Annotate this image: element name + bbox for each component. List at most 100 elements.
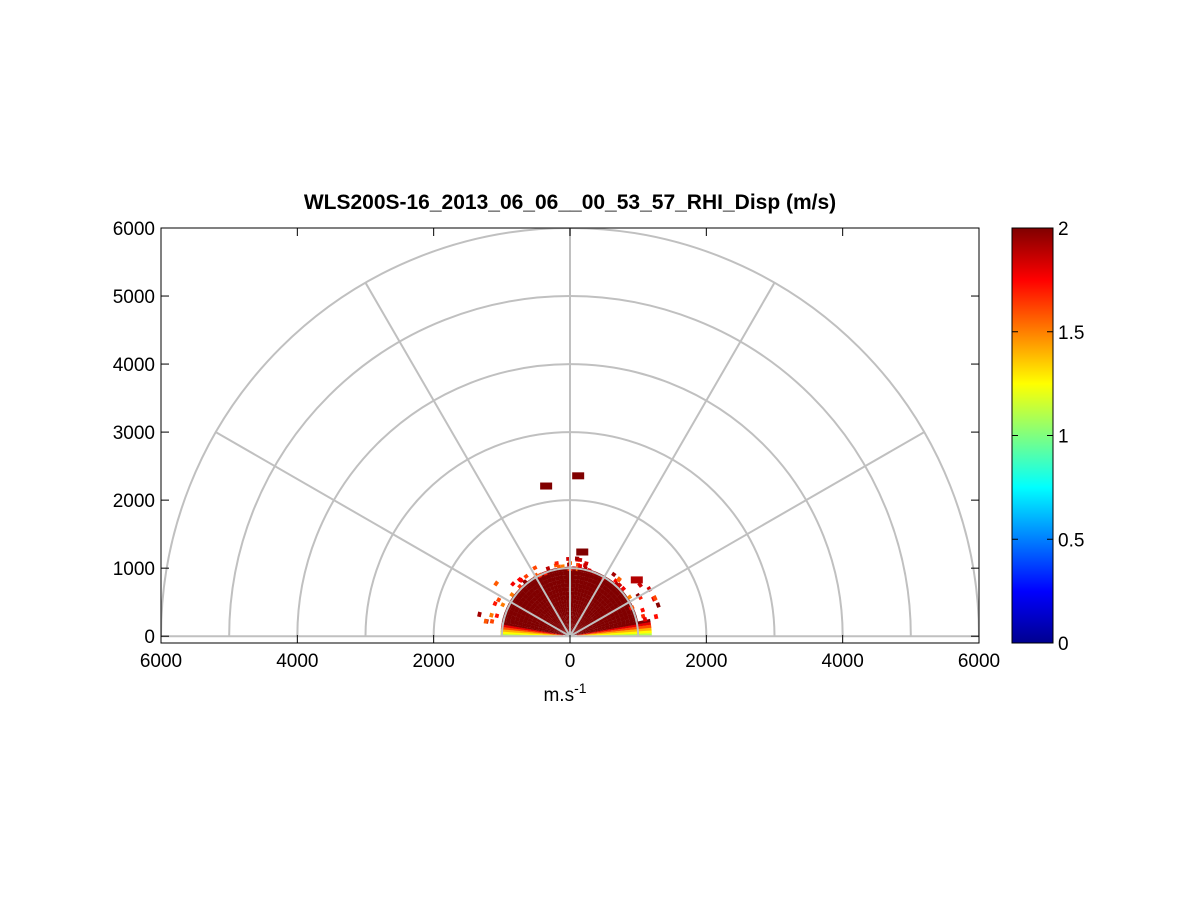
scan-cell	[592, 598, 598, 604]
scan-cell	[526, 620, 532, 626]
x-axis-ticks: 6000 4000 2000 0 2000 4000 6000	[140, 651, 1000, 672]
scan-cell	[531, 609, 537, 615]
scan-cell	[582, 563, 588, 568]
scan-cell	[627, 594, 633, 600]
scan-cell	[510, 615, 517, 621]
scan-cell	[609, 623, 615, 628]
scan-cell	[587, 577, 593, 584]
scan-cell	[562, 607, 566, 613]
y-tick-label: 6000	[113, 219, 155, 240]
scan-cell	[611, 571, 617, 578]
scan-cell	[554, 629, 559, 632]
scan-cell	[584, 619, 589, 624]
scan-cell	[581, 615, 586, 621]
scan-cell	[539, 622, 544, 627]
scan-cell	[556, 564, 561, 569]
scan-cell	[547, 616, 553, 621]
scan-cell	[537, 627, 543, 631]
scan-cell	[577, 591, 581, 597]
scan-cell	[608, 596, 614, 603]
scan-cell	[576, 595, 580, 601]
scan-cell	[493, 580, 500, 587]
scan-cell	[592, 603, 598, 609]
scan-cell	[539, 600, 545, 606]
scan-cell	[510, 581, 516, 587]
scan-cell	[554, 561, 559, 566]
colorbar-ticks: 0 0.5 1 1.5 2	[1012, 219, 1084, 655]
scan-cell	[553, 584, 559, 590]
scan-cell	[546, 617, 552, 622]
scan-cell	[553, 571, 560, 577]
scan-cell	[525, 596, 532, 603]
scan-cell	[576, 617, 579, 622]
scan-cell	[583, 617, 588, 622]
scan-cell	[565, 616, 568, 621]
scan-cell	[578, 563, 583, 569]
scan-cell	[506, 613, 513, 620]
scan-cell	[532, 602, 538, 608]
scan-cell	[555, 620, 560, 625]
scan-cell	[581, 631, 587, 634]
scan-cell	[575, 627, 580, 631]
scan-cell	[577, 557, 583, 562]
scan-cell	[605, 593, 612, 600]
scan-cell	[626, 609, 632, 616]
scan-cell	[582, 602, 587, 607]
scan-cell	[577, 631, 582, 634]
scan-cell	[598, 618, 604, 623]
scan-cell	[541, 628, 547, 632]
scan-cell	[595, 595, 601, 601]
x-tick-label: 6000	[958, 651, 1000, 672]
scan-cell	[571, 591, 575, 596]
scan-cell	[574, 591, 578, 596]
scan-cell	[576, 628, 580, 632]
y-tick-label: 0	[144, 627, 155, 648]
scan-cell	[584, 626, 589, 630]
scan-cell	[560, 583, 565, 588]
scan-cell	[566, 603, 569, 608]
scan-cell	[532, 565, 538, 571]
scan-cell	[553, 602, 558, 607]
scan-cell	[566, 624, 568, 629]
scan-cell	[573, 633, 579, 636]
scan-cell	[542, 626, 547, 630]
scan-cell	[538, 614, 544, 619]
scan-patch	[576, 548, 589, 556]
scan-cell	[596, 607, 602, 613]
scan-cell	[574, 612, 578, 617]
scan-cell	[543, 608, 549, 614]
scan-cell	[572, 630, 577, 634]
scan-cell	[536, 609, 542, 615]
scan-cell	[558, 624, 562, 628]
scan-cell	[551, 626, 556, 630]
scan-cell	[516, 576, 523, 583]
scan-patch	[572, 472, 585, 480]
scan-cell	[642, 617, 648, 622]
scan-cell	[582, 593, 587, 599]
scan-cell	[551, 598, 557, 604]
scan-cell	[581, 584, 587, 590]
scan-cell	[512, 611, 518, 617]
scan-cell	[562, 570, 568, 576]
scan-cell	[590, 597, 596, 603]
scan-cell	[572, 620, 574, 625]
azimuth-spoke	[569, 431, 925, 638]
scan-cell	[575, 616, 578, 622]
scan-cell	[552, 580, 558, 586]
scan-cell	[547, 610, 553, 615]
scan-cell	[575, 626, 579, 631]
scan-cell	[567, 628, 569, 633]
scan-cell	[593, 628, 599, 632]
scan-cell	[604, 604, 610, 610]
y-tick-label: 1000	[113, 559, 155, 580]
scan-cell	[564, 583, 569, 588]
x-tick-label: 4000	[276, 651, 318, 672]
scan-cell	[557, 587, 563, 593]
scan-cell	[577, 600, 582, 606]
scan-cell	[522, 619, 528, 624]
scan-cell	[571, 587, 576, 592]
scan-cell	[517, 621, 523, 627]
scan-cell	[567, 619, 569, 625]
scan-cell	[564, 620, 567, 625]
